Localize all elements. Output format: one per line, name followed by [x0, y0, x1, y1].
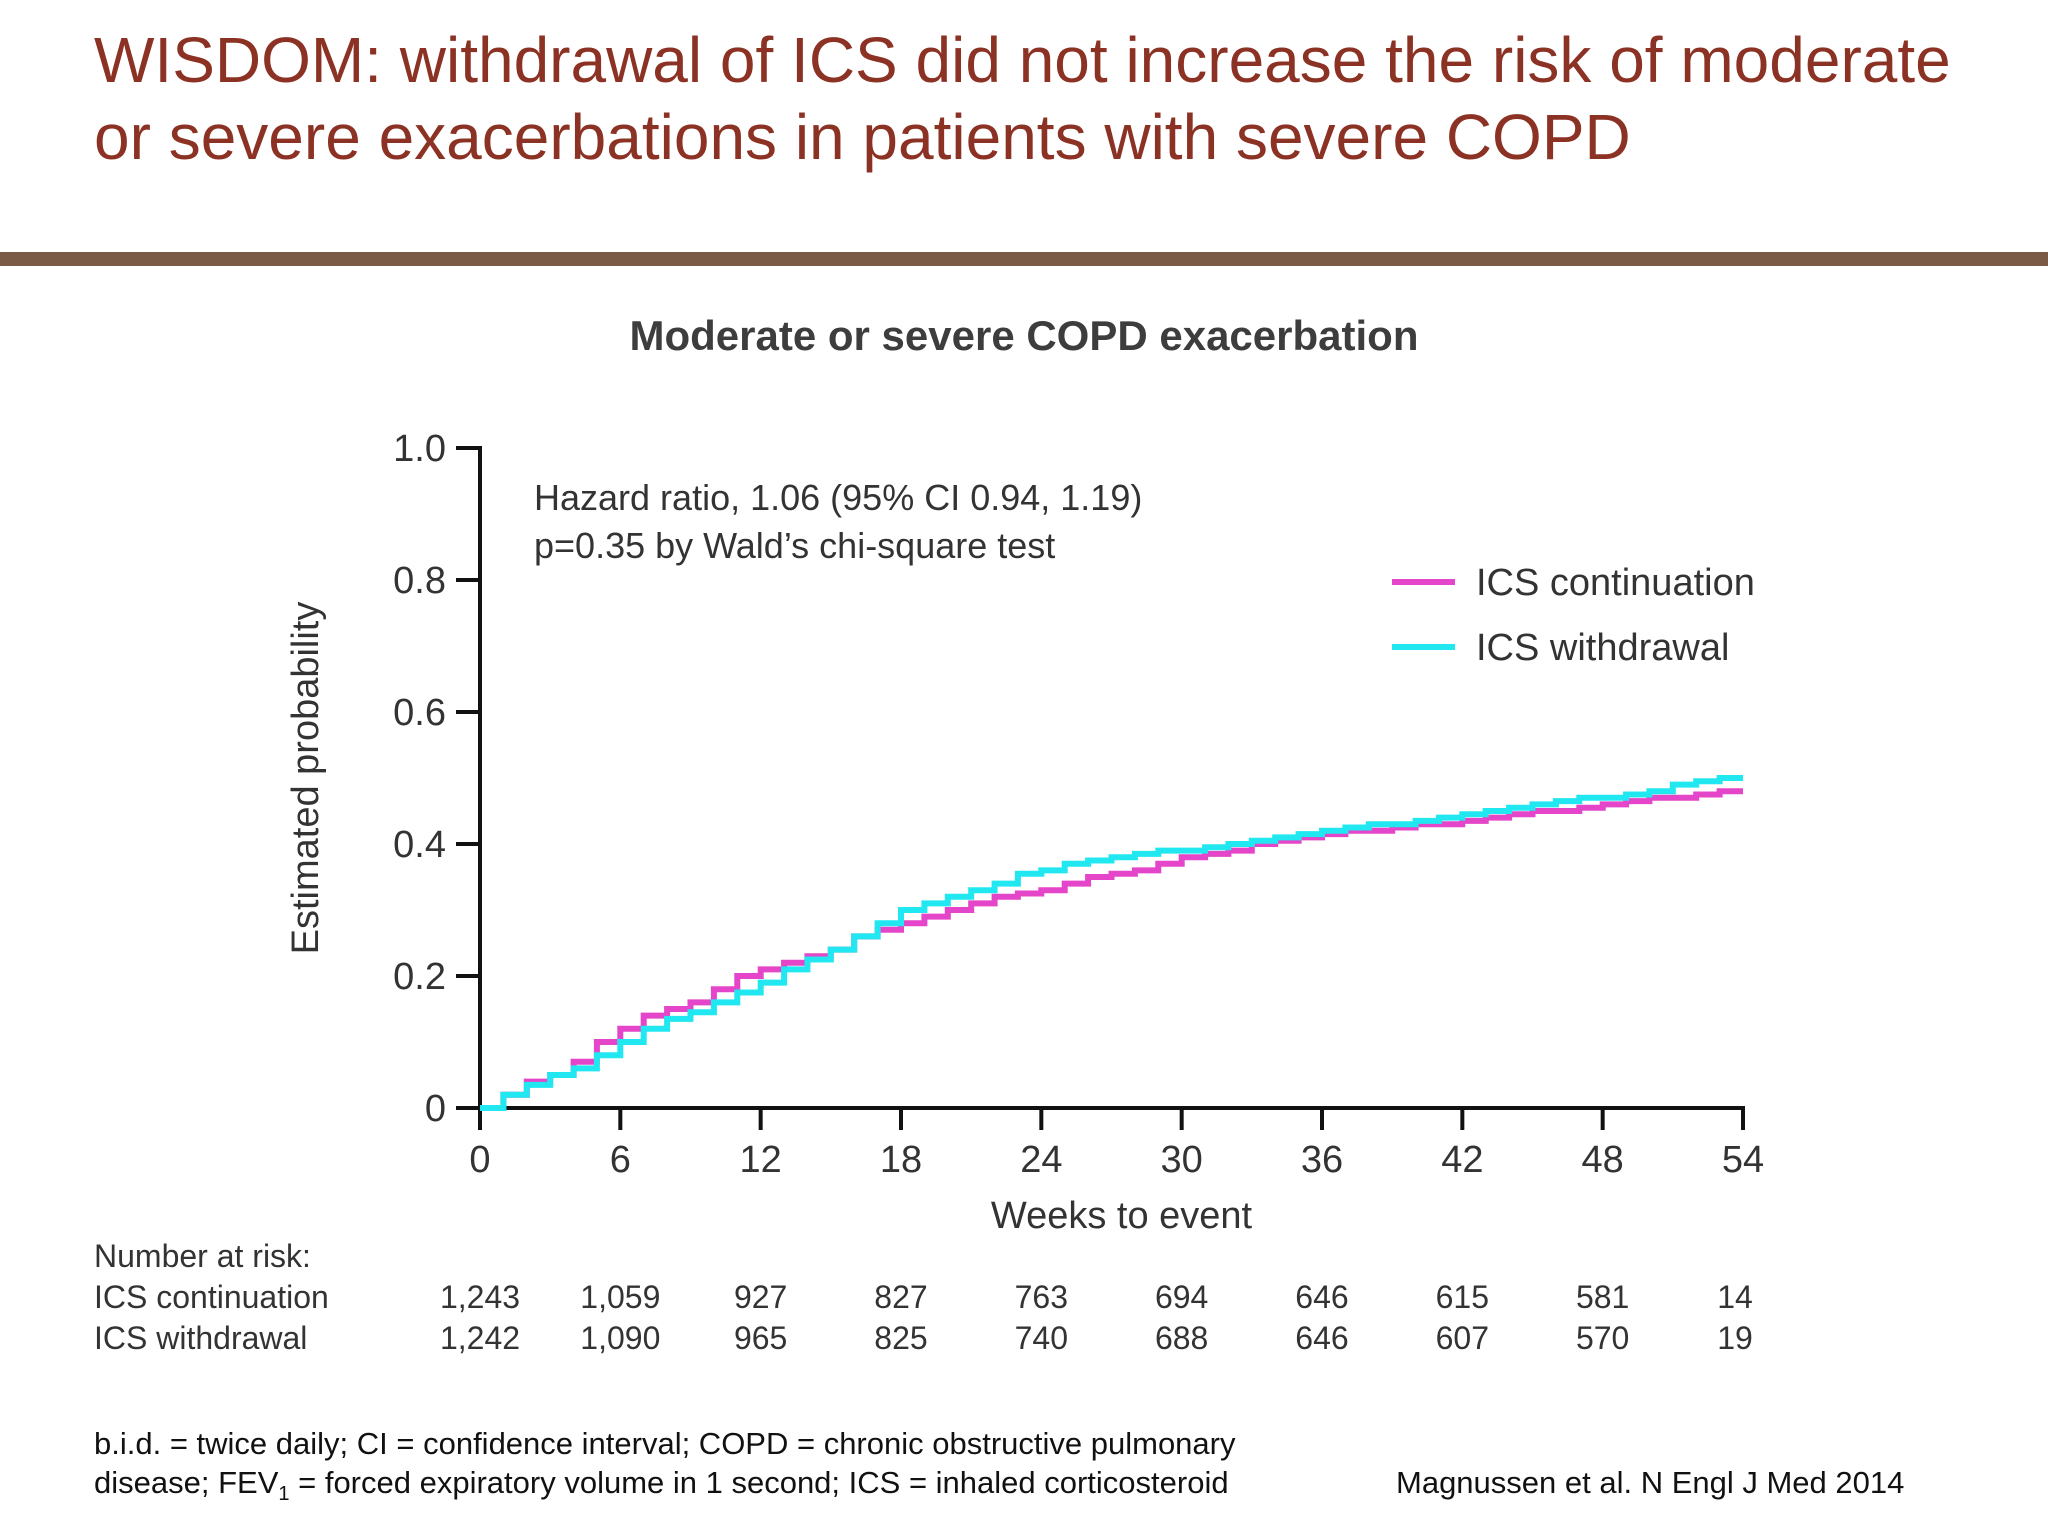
x-tick-label: 18	[880, 1139, 922, 1181]
citation: Magnussen et al. N Engl J Med 2014	[1396, 1465, 1905, 1500]
footnote: b.i.d. = twice daily; CI = confidence in…	[94, 1424, 1236, 1514]
y-tick-label: 0.6	[393, 692, 446, 734]
x-tick-label: 54	[1722, 1139, 1764, 1181]
p-value-annotation: p=0.35 by Wald’s chi-square test	[534, 525, 1055, 566]
legend-label: ICS continuation	[1476, 562, 1755, 604]
x-tick-label: 48	[1582, 1139, 1624, 1181]
x-tick-label: 36	[1301, 1139, 1343, 1181]
chart-title: Moderate or severe COPD exacerbation	[629, 312, 1419, 359]
x-tick-label: 30	[1161, 1139, 1203, 1181]
series-line-ics-withdrawal	[480, 775, 1743, 1111]
y-tick-label: 0.2	[393, 956, 446, 998]
footnote-line-2-pre: disease; FEV	[94, 1465, 279, 1500]
x-tick-label: 6	[610, 1139, 631, 1181]
x-tick-label: 42	[1441, 1139, 1483, 1181]
footnote-subscript: 1	[278, 1483, 290, 1506]
footnote-line-2-post: = forced expiratory volume in 1 second; …	[289, 1465, 1229, 1500]
footnote-line-2: disease; FEV1 = forced expiratory volume…	[94, 1463, 1236, 1514]
x-axis-label: Weeks to event	[991, 1195, 1253, 1237]
y-axis-label: Estimated probability	[285, 602, 327, 955]
y-tick-label: 1.0	[393, 428, 446, 470]
x-tick-label: 12	[740, 1139, 782, 1181]
y-tick-label: 0	[425, 1088, 446, 1130]
title-divider	[0, 252, 2048, 266]
x-tick-label: 0	[469, 1139, 490, 1181]
hazard-ratio-annotation: Hazard ratio, 1.06 (95% CI 0.94, 1.19)	[534, 477, 1142, 518]
y-tick-label: 0.4	[393, 824, 446, 866]
slide-title: WISDOM: withdrawal of ICS did not increa…	[94, 24, 1951, 173]
km-chart: 0 0.2 0.4 0.6 0.8 1.0 0 6 12 18 24 30 36 42 48 54 Weeks …	[285, 428, 1764, 1237]
series-line-ics-continuation	[480, 788, 1743, 1111]
legend-label: ICS withdrawal	[1476, 627, 1729, 669]
y-tick-label: 0.8	[393, 560, 446, 602]
x-tick-label: 24	[1020, 1139, 1062, 1181]
footnote-line-1: b.i.d. = twice daily; CI = confidence in…	[94, 1426, 1236, 1461]
